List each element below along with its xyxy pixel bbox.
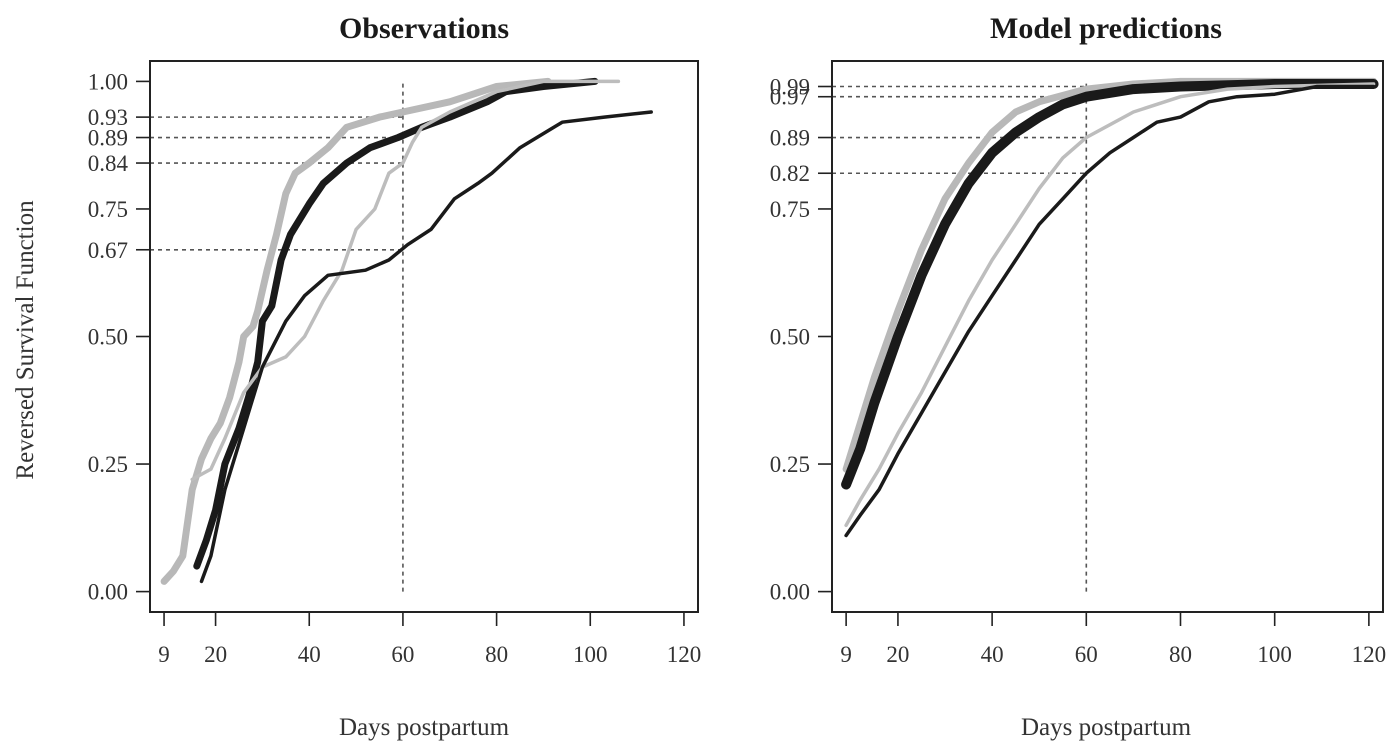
y-tick-label: 0.00: [88, 580, 128, 605]
y-tick-label: 0.99: [770, 75, 810, 100]
series-line-4: [199, 110, 653, 584]
y-tick-label: 1.00: [88, 69, 128, 94]
x-tick-label: 20: [204, 642, 227, 667]
y-tick-label: 0.84: [88, 151, 129, 176]
x-tick-label: 40: [298, 642, 321, 667]
chart-title: Model predictions: [990, 12, 1222, 45]
series-line-3: [190, 79, 621, 482]
y-tick-label: 0.25: [88, 452, 128, 477]
y-tick-label: 0.75: [770, 197, 810, 222]
x-tick-label: 80: [1169, 642, 1192, 667]
x-tick-label: 80: [485, 642, 508, 667]
chart-title: Observations: [339, 12, 509, 45]
x-tick-label: 9: [158, 642, 170, 667]
y-tick-label: 0.00: [770, 580, 810, 605]
y-tick-label: 0.67: [88, 238, 128, 263]
series-line-2: [841, 79, 1379, 490]
series-line-1: [842, 77, 1378, 473]
x-tick-label: 60: [1075, 642, 1098, 667]
series-line-3: [844, 82, 1376, 528]
x-tick-label: 120: [1352, 642, 1387, 667]
x-tick-label: 9: [840, 642, 852, 667]
y-tick-label: 0.25: [770, 452, 810, 477]
series-line-1: [160, 77, 552, 585]
x-axis-label: Days postpartum: [1021, 714, 1192, 741]
y-tick-label: 0.50: [770, 325, 810, 350]
y-axis-label: Reversed Survival Function: [12, 200, 39, 480]
x-tick-label: 40: [981, 642, 1004, 667]
plot-frame: [149, 60, 699, 613]
plot-frame: [831, 60, 1384, 613]
panel-observations: Observations Days postpartum 0.00 0.25 0.5…: [88, 12, 701, 741]
panel-model-predictions: Model predictions Days postpartum 0.00 0.…: [770, 12, 1386, 741]
x-axis-label: Days postpartum: [339, 714, 510, 741]
y-tick-label: 0.97: [770, 85, 810, 110]
y-tick-label: 0.82: [770, 161, 810, 186]
series-line-4: [844, 84, 1376, 538]
x-tick-label: 100: [573, 642, 608, 667]
y-tick-label: 0.89: [770, 126, 810, 151]
x-tick-label: 60: [391, 642, 414, 667]
y-tick-label: 0.50: [88, 325, 128, 350]
x-tick-label: 120: [667, 642, 702, 667]
x-tick-label: 100: [1257, 642, 1292, 667]
series-line-2: [193, 77, 599, 570]
y-tick-label: 0.93: [88, 105, 128, 130]
y-tick-label: 0.75: [88, 197, 128, 222]
y-tick-label: 0.89: [88, 126, 128, 151]
x-tick-label: 20: [886, 642, 909, 667]
